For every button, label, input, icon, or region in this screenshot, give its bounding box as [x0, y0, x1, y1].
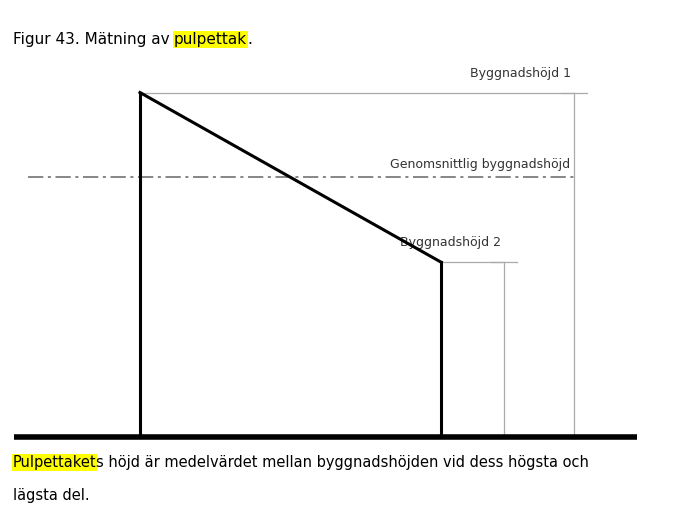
Text: Figur 43. Mätning av: Figur 43. Mätning av: [13, 32, 174, 47]
Text: Genomsnittlig byggnadshöjd: Genomsnittlig byggnadshöjd: [391, 158, 570, 171]
Text: pulpettak: pulpettak: [174, 32, 247, 47]
Text: s höjd är medelvärdet mellan byggnadshöjden vid dess högsta och: s höjd är medelvärdet mellan byggnadshöj…: [96, 455, 589, 470]
Text: Pulpettaket: Pulpettaket: [13, 455, 96, 470]
Text: Byggnadshöjd 2: Byggnadshöjd 2: [400, 236, 500, 249]
Text: .: .: [247, 32, 252, 47]
Text: Byggnadshöjd 1: Byggnadshöjd 1: [470, 67, 570, 80]
Text: lägsta del.: lägsta del.: [13, 488, 89, 503]
